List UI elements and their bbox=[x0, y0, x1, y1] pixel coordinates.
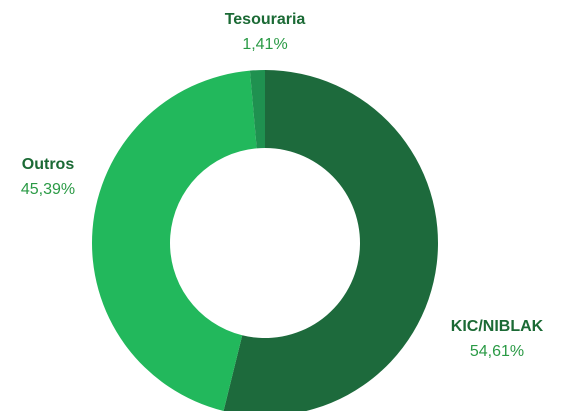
donut-slice bbox=[92, 70, 257, 411]
slice-label: Tesouraria bbox=[225, 11, 306, 28]
slice-value: 45,39% bbox=[21, 181, 75, 198]
donut-slice bbox=[223, 70, 438, 411]
slice-value: 54,61% bbox=[470, 343, 524, 360]
donut-slice bbox=[249, 70, 265, 149]
slice-label: Outros bbox=[22, 156, 75, 173]
slice-label: KIC/NIBLAK bbox=[451, 318, 544, 335]
slice-value: 1,41% bbox=[242, 36, 287, 53]
